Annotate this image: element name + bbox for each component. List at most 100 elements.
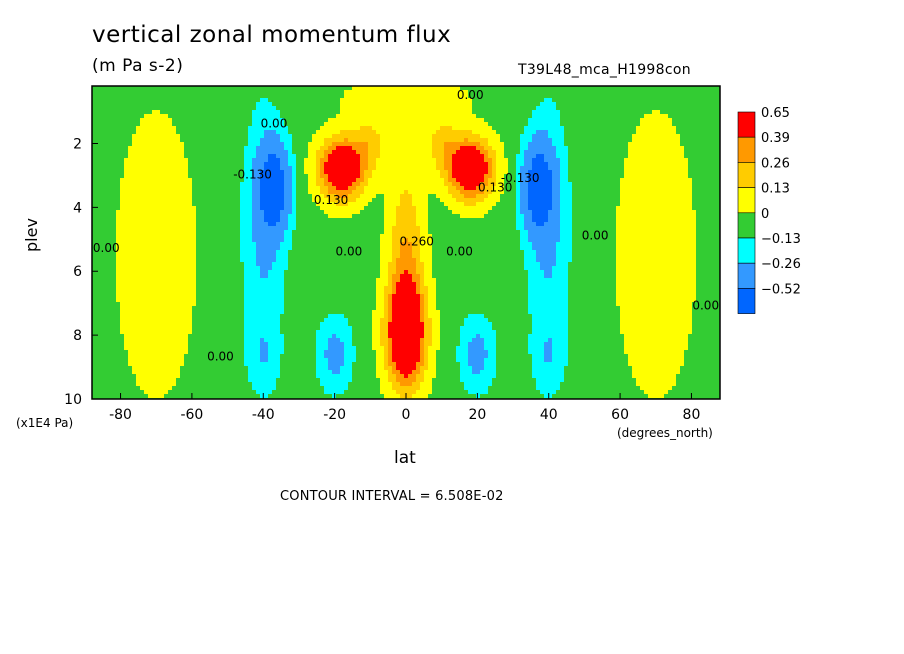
field-cell xyxy=(504,178,509,183)
field-cell xyxy=(700,114,705,119)
field-cell xyxy=(240,210,245,215)
field-cell xyxy=(704,154,709,159)
field-cell xyxy=(556,206,561,211)
field-cell xyxy=(464,182,469,187)
field-cell xyxy=(456,106,461,111)
field-cell xyxy=(336,194,341,199)
field-cell xyxy=(172,122,177,127)
field-cell xyxy=(396,166,401,171)
field-cell xyxy=(180,114,185,119)
field-cell xyxy=(688,206,693,211)
field-cell xyxy=(136,134,141,139)
field-cell xyxy=(660,166,665,171)
field-cell xyxy=(288,210,293,215)
field-cell xyxy=(248,158,253,163)
field-cell xyxy=(400,106,405,111)
field-cell xyxy=(476,102,481,107)
field-cell xyxy=(408,130,413,135)
field-cell xyxy=(188,146,193,151)
field-cell xyxy=(492,114,497,119)
field-cell xyxy=(668,158,673,163)
field-cell xyxy=(536,178,541,183)
field-cell xyxy=(676,130,681,135)
field-cell xyxy=(304,110,309,115)
field-cell xyxy=(100,154,105,159)
field-cell xyxy=(712,170,717,175)
field-cell xyxy=(532,150,537,155)
field-cell xyxy=(376,186,381,191)
field-cell xyxy=(568,162,573,167)
field-cell xyxy=(652,178,657,183)
field-cell xyxy=(304,122,309,127)
field-cell xyxy=(260,190,265,195)
field-cell xyxy=(372,194,377,199)
field-cell xyxy=(668,102,673,107)
field-cell xyxy=(220,190,225,195)
field-cell xyxy=(196,178,201,183)
field-cell xyxy=(520,138,525,143)
field-cell xyxy=(124,102,129,107)
field-cell xyxy=(648,90,653,95)
field-cell xyxy=(412,198,417,203)
field-cell xyxy=(140,194,145,199)
field-cell xyxy=(192,94,197,99)
field-cell xyxy=(196,106,201,111)
field-cell xyxy=(280,134,285,139)
field-cell xyxy=(540,114,545,119)
field-cell xyxy=(392,94,397,99)
field-cell xyxy=(488,90,493,95)
field-cell xyxy=(192,114,197,119)
field-cell xyxy=(708,122,713,127)
field-cell xyxy=(584,182,589,187)
field-cell xyxy=(592,134,597,139)
field-cell xyxy=(404,126,409,131)
field-cell xyxy=(296,106,301,111)
field-cell xyxy=(500,206,505,211)
field-cell xyxy=(276,94,281,99)
field-cell xyxy=(400,210,405,215)
field-cell xyxy=(412,94,417,99)
field-cell xyxy=(472,138,477,143)
field-cell xyxy=(284,146,289,151)
field-cell xyxy=(112,182,117,187)
field-cell xyxy=(588,94,593,99)
field-cell xyxy=(512,86,517,91)
field-cell xyxy=(424,110,429,115)
field-cell xyxy=(620,186,625,191)
field-cell xyxy=(428,106,433,111)
field-cell xyxy=(440,166,445,171)
field-cell xyxy=(648,194,653,199)
field-cell xyxy=(192,154,197,159)
field-cell xyxy=(552,134,557,139)
field-cell xyxy=(712,150,717,155)
field-cell xyxy=(636,118,641,123)
field-cell xyxy=(624,166,629,171)
field-cell xyxy=(236,114,241,119)
field-cell xyxy=(448,102,453,107)
field-cell xyxy=(480,198,485,203)
field-cell xyxy=(220,114,225,119)
field-cell xyxy=(444,90,449,95)
field-cell xyxy=(272,118,277,123)
field-cell xyxy=(284,194,289,199)
field-cell xyxy=(540,86,545,91)
field-cell xyxy=(600,98,605,103)
field-cell xyxy=(372,170,377,175)
field-cell xyxy=(532,138,537,143)
field-cell xyxy=(620,202,625,207)
field-cell xyxy=(664,134,669,139)
field-cell xyxy=(624,150,629,155)
field-cell xyxy=(544,190,549,195)
field-cell xyxy=(408,186,413,191)
field-cell xyxy=(328,198,333,203)
field-cell xyxy=(280,210,285,215)
field-cell xyxy=(276,210,281,215)
field-cell xyxy=(332,194,337,199)
field-cell xyxy=(336,90,341,95)
field-cell xyxy=(308,98,313,103)
field-cell xyxy=(692,174,697,179)
field-cell xyxy=(196,186,201,191)
field-cell xyxy=(408,126,413,131)
field-cell xyxy=(168,90,173,95)
field-cell xyxy=(588,162,593,167)
